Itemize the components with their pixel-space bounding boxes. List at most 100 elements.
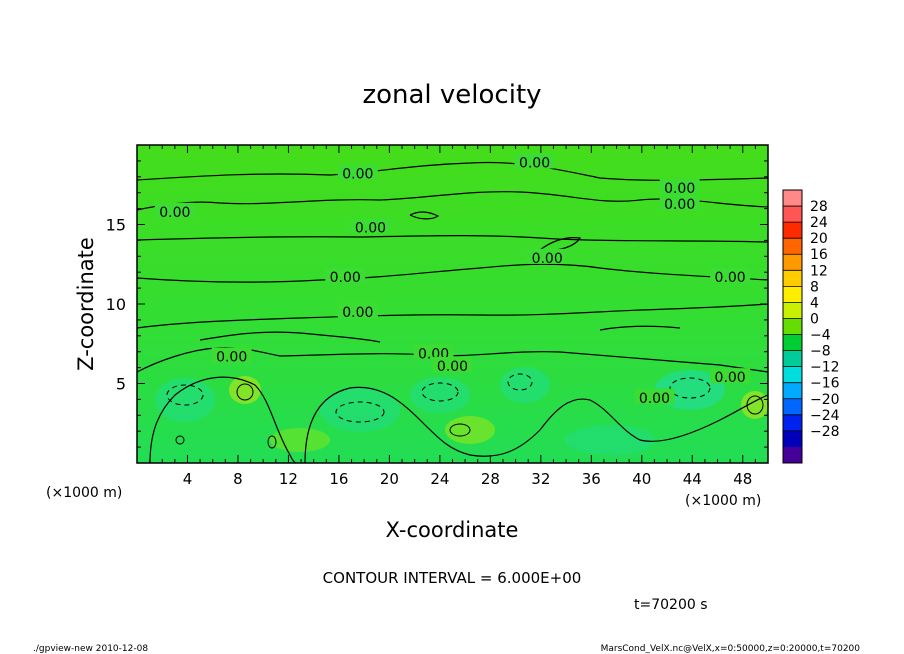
- colorbar-swatch: [783, 238, 802, 255]
- colorbar-label: 16: [810, 247, 828, 263]
- contour-label-bg: [325, 267, 366, 283]
- contour-line: [136, 303, 769, 329]
- contour-label: 0.00: [216, 349, 247, 365]
- contour-line: [136, 235, 769, 243]
- contour-line: [149, 376, 297, 464]
- footer-left: ./gpview-new 2010-12-08: [33, 644, 148, 654]
- contour-line: [304, 386, 769, 464]
- colorbar-swatch: [783, 382, 802, 400]
- y-tick-label: 15: [106, 216, 126, 235]
- y-axis-ticks: 5 10 15: [106, 160, 768, 448]
- contour-labels: 0.000.000.000.000.000.000.000.00 0.000.00…: [154, 153, 751, 407]
- colorbar-label: 0: [810, 311, 819, 327]
- footer-right: MarsCond_VelX.nc@VelX,x=0:50000,z=0:2000…: [601, 644, 861, 654]
- contour-lines-small: [175, 383, 764, 449]
- contour-label-bg: [337, 302, 378, 318]
- colorbar-label: −4: [810, 328, 831, 344]
- colorbar-label: 4: [810, 295, 819, 311]
- patch-negative: [320, 388, 400, 432]
- contour-label: 0.00: [639, 391, 670, 407]
- colorbar-swatch: [783, 414, 802, 432]
- contour-small: [746, 395, 764, 415]
- contour-line: [409, 211, 440, 220]
- x-tick-label: 8: [233, 470, 243, 488]
- contour-label: 0.00: [355, 221, 386, 237]
- colorbar-label: 28: [810, 199, 828, 215]
- contour-label-bg: [350, 218, 391, 234]
- x-tick-label: 40: [632, 470, 651, 488]
- contour-label-bg: [710, 267, 751, 283]
- x-tick-label: 44: [683, 470, 702, 488]
- contour-line: [199, 331, 381, 343]
- contour-negative: [421, 382, 459, 402]
- colorbar-label: 24: [810, 215, 828, 231]
- contour-label-bg: [527, 248, 568, 264]
- colorbar-label: −20: [810, 392, 840, 408]
- contour-line: [136, 263, 769, 283]
- x-tick-label: 24: [430, 470, 449, 488]
- contour-label-bg: [337, 164, 378, 180]
- patch-negative: [410, 377, 470, 413]
- contour-negative: [669, 377, 711, 399]
- colorbar-swatch: [783, 318, 802, 336]
- colorbar-label: −12: [810, 360, 840, 376]
- contour-negative: [335, 401, 385, 423]
- contour-label: 0.00: [437, 359, 468, 375]
- contour-label: 0.00: [342, 167, 373, 183]
- contour-label-bg: [634, 388, 675, 404]
- contour-label: 0.00: [664, 197, 695, 213]
- x-tick-label: 32: [531, 470, 550, 488]
- contour-small: [236, 383, 254, 401]
- x-tick-label: 20: [380, 470, 399, 488]
- contour-label-bg: [413, 344, 454, 360]
- contour-negative: [166, 384, 204, 406]
- contour-label-bg: [154, 202, 195, 218]
- colorbar-label: −16: [810, 376, 840, 392]
- colorbar-swatch: [783, 366, 802, 384]
- x-tick-label: 4: [183, 470, 193, 488]
- x-tick-label: 12: [279, 470, 298, 488]
- contour-label: 0.00: [519, 155, 550, 171]
- contour-label: 0.00: [159, 205, 190, 221]
- x-tick-label: 36: [582, 470, 601, 488]
- contour-label: 0.00: [532, 251, 563, 267]
- contour-small: [267, 435, 277, 449]
- contour-label: 0.00: [715, 370, 746, 386]
- field-patches: [155, 367, 769, 455]
- colorbar-swatch: [783, 254, 802, 271]
- contour-negative: [507, 373, 533, 391]
- colorbar-swatch: [783, 398, 802, 416]
- contour-lines-negative: [166, 373, 711, 423]
- colorbar-swatch: [783, 190, 802, 207]
- colorbar-label: −28: [810, 424, 840, 440]
- colorbar-swatch: [783, 222, 802, 239]
- colorbar-swatch: [783, 334, 802, 352]
- contour-label: 0.00: [715, 270, 746, 286]
- y-axis-label: Z-coordinate: [74, 237, 98, 371]
- colorbar-frame: [782, 189, 803, 464]
- colorbar-label: −8: [810, 344, 831, 360]
- x-tick-label: 48: [733, 470, 752, 488]
- colorbar-swatch: [783, 430, 802, 448]
- contour-small: [175, 435, 185, 445]
- contour-label: 0.00: [664, 181, 695, 197]
- contour-interval: CONTOUR INTERVAL = 6.000E+00: [323, 569, 582, 587]
- colorbar-swatch: [783, 350, 802, 368]
- contour-label-bg: [710, 368, 751, 384]
- contour-line: [599, 325, 681, 331]
- colorbar-label: 20: [810, 231, 828, 247]
- contour-label-bg: [432, 357, 473, 373]
- contour-line: [136, 191, 769, 211]
- contour-small: [449, 423, 471, 437]
- colorbar-swatch: [783, 270, 802, 287]
- contour-label-bg: [211, 347, 252, 363]
- chart-title: zonal velocity: [362, 80, 541, 110]
- contour-label-bg: [514, 153, 555, 169]
- y-tick-label: 5: [116, 375, 126, 394]
- contour-line: [136, 161, 769, 181]
- contour-label-bg: [659, 194, 700, 210]
- x-unit-right: (×1000 m): [685, 493, 761, 509]
- patch-negative: [565, 425, 655, 455]
